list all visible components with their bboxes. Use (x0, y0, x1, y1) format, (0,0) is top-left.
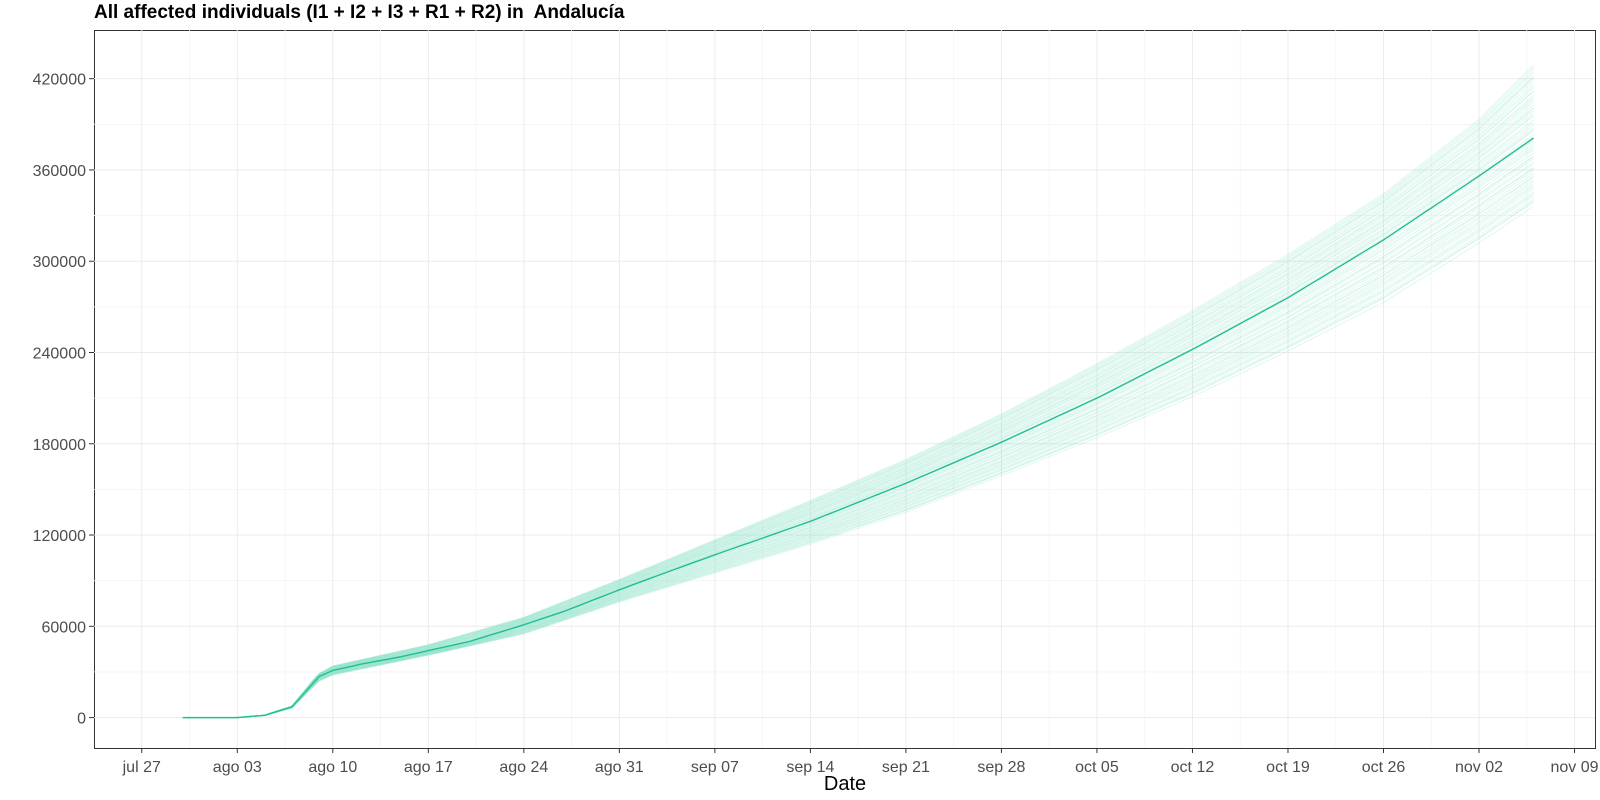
x-tick-label: ago 03 (213, 759, 262, 776)
ensemble-line (182, 158, 1534, 719)
ensemble-line (182, 191, 1534, 719)
ensemble-line (182, 167, 1534, 719)
ensemble-line (182, 152, 1534, 719)
x-tick-label: nov 09 (1551, 759, 1599, 776)
ensemble-line (182, 167, 1534, 719)
y-tick-label: 0 (77, 711, 86, 728)
ensemble-line (182, 78, 1534, 719)
minor-grid (94, 30, 1595, 748)
ensemble-line (182, 163, 1534, 719)
ensemble-line (182, 184, 1534, 719)
median-line-group (182, 137, 1535, 719)
ensemble-line (182, 188, 1534, 719)
x-tick-label: ago 24 (499, 759, 548, 776)
ensemble-line (182, 107, 1534, 719)
x-tick-label: oct 26 (1362, 759, 1406, 776)
y-tick-label: 300000 (33, 254, 86, 271)
ensemble-line (182, 119, 1534, 719)
ensemble-line (182, 64, 1534, 719)
ensemble-line (182, 72, 1534, 719)
ensemble-line (182, 200, 1534, 719)
ensemble-line (182, 179, 1534, 719)
ensemble-line (182, 94, 1534, 719)
ensemble-line (182, 110, 1534, 719)
ensemble-line (182, 96, 1534, 719)
ensemble-line (182, 155, 1534, 719)
ensemble-line (182, 124, 1534, 719)
ensemble-line (182, 127, 1534, 719)
ensemble-line (182, 156, 1534, 719)
ensemble-line (182, 108, 1534, 719)
x-tick-label: oct 12 (1171, 759, 1215, 776)
y-axis: 0 60000 120000 180000 240000 300000 360000 4200… (33, 72, 94, 728)
x-tick-label: sep 14 (786, 759, 834, 776)
ensemble-line (182, 76, 1534, 719)
y-tick-label: 60000 (42, 619, 87, 636)
x-tick-label: oct 05 (1075, 759, 1119, 776)
ensemble-line (182, 121, 1534, 719)
x-axis: jul 27 ago 03 ago 10 ago 17 ago 24 ago 31 sep … (122, 748, 1599, 776)
ensemble-line (182, 175, 1534, 719)
ensemble-line (182, 84, 1534, 719)
ensemble-line (182, 99, 1534, 719)
ensemble-line (182, 90, 1534, 719)
y-tick-label: 240000 (33, 345, 86, 362)
ensemble-line (182, 193, 1534, 719)
ensemble-line (182, 87, 1534, 719)
x-tick-label: jul 27 (122, 759, 161, 776)
x-tick-label: ago 31 (595, 759, 644, 776)
ensemble-line (182, 113, 1534, 719)
major-grid (94, 30, 1595, 748)
ensemble-line (182, 81, 1534, 719)
ensemble-line (182, 201, 1534, 719)
ensemble-line (182, 115, 1534, 719)
y-tick-label: 360000 (33, 163, 86, 180)
x-tick-label: ago 17 (404, 759, 453, 776)
ensemble-line (182, 75, 1534, 719)
x-tick-label: oct 19 (1266, 759, 1310, 776)
y-tick-label: 180000 (33, 437, 86, 454)
plot-panel (94, 30, 1596, 749)
x-tick-label: nov 02 (1455, 759, 1503, 776)
y-tick-label: 120000 (33, 528, 86, 545)
ensemble-line (182, 195, 1534, 719)
ensemble-line (182, 198, 1534, 719)
x-tick-label: sep 07 (691, 759, 739, 776)
ensemble-line (182, 161, 1534, 719)
ensemble-line (182, 104, 1534, 719)
chart-title: All affected individuals (I1 + I2 + I3 +… (94, 2, 625, 23)
median-line (182, 137, 1535, 719)
ensemble-line (182, 173, 1534, 719)
ensemble-line (182, 170, 1534, 719)
ensemble-line (182, 206, 1534, 719)
ensemble-line (182, 90, 1534, 719)
ensemble-line (182, 176, 1534, 719)
ensemble-line (182, 186, 1534, 719)
y-tick-label: 420000 (33, 72, 86, 89)
ensemble-line (182, 181, 1534, 719)
x-tick-label: sep 21 (882, 759, 930, 776)
ensemble-line (182, 67, 1534, 719)
ensemble-line (182, 101, 1534, 719)
x-tick-label: sep 28 (977, 759, 1025, 776)
ensemble-line (182, 69, 1534, 719)
x-tick-label: ago 10 (308, 759, 357, 776)
x-axis-title: Date (824, 773, 866, 795)
